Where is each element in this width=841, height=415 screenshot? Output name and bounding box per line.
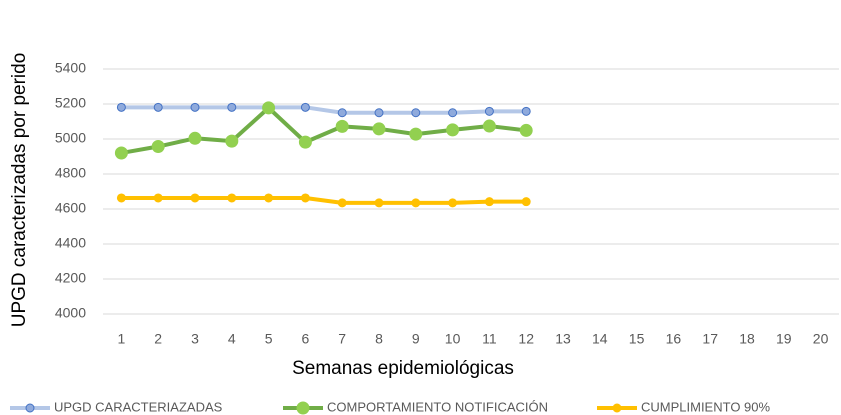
- y-axis-title: UPGD caracterizadas por perido: [9, 53, 30, 328]
- legend-marker: [25, 403, 35, 413]
- data-point: [114, 146, 128, 160]
- x-tick-label: 8: [375, 331, 383, 347]
- data-point: [262, 101, 276, 115]
- data-point: [448, 108, 458, 118]
- x-tick-label: 11: [482, 331, 497, 347]
- y-tick-label: 5000: [55, 130, 86, 146]
- x-tick-label: 6: [302, 331, 310, 347]
- x-tick-label: 7: [338, 331, 346, 347]
- data-point: [300, 102, 310, 112]
- legend-label: CUMPLIMIENTO 90%: [641, 399, 771, 414]
- x-tick-label: 10: [445, 331, 461, 347]
- x-tick-label: 18: [739, 331, 755, 347]
- data-point: [116, 193, 126, 203]
- data-point: [521, 106, 531, 116]
- data-point: [446, 123, 460, 137]
- x-tick-label: 2: [154, 331, 162, 347]
- legend-label: COMPORTAMIENTO NOTIFICACIÓN: [327, 399, 548, 414]
- x-tick-label: 9: [412, 331, 420, 347]
- data-point: [153, 193, 163, 203]
- x-tick-label: 5: [265, 331, 273, 347]
- data-point: [153, 102, 163, 112]
- y-tick-label: 4600: [55, 200, 86, 216]
- data-point: [300, 193, 310, 203]
- x-tick-label: 13: [555, 331, 571, 347]
- x-axis-title: Semanas epidemiológicas: [292, 358, 514, 379]
- data-point: [519, 123, 533, 137]
- y-tick-label: 5200: [55, 95, 86, 111]
- legend-marker: [296, 401, 310, 415]
- x-tick-label: 12: [518, 331, 534, 347]
- data-point: [227, 102, 237, 112]
- y-tick-label: 4000: [55, 305, 86, 321]
- legend-marker: [612, 403, 622, 413]
- data-point: [448, 198, 458, 208]
- data-point: [411, 198, 421, 208]
- series-line: [121, 105, 527, 115]
- data-point: [190, 193, 200, 203]
- series-line: [121, 195, 527, 205]
- data-point: [521, 197, 531, 207]
- data-point: [335, 119, 349, 133]
- data-point: [484, 197, 494, 207]
- data-point: [116, 102, 126, 112]
- x-tick-label: 14: [592, 331, 608, 347]
- data-point: [151, 140, 165, 154]
- data-point: [225, 134, 239, 148]
- data-point: [264, 193, 274, 203]
- data-point: [374, 108, 384, 118]
- x-tick-label: 4: [228, 331, 236, 347]
- x-tick-label: 16: [666, 331, 682, 347]
- legend-label: UPGD CARACTERIAZADAS: [54, 399, 223, 414]
- x-tick-label: 3: [191, 331, 199, 347]
- data-point: [409, 127, 423, 141]
- x-tick-label: 17: [702, 331, 718, 347]
- data-point: [482, 119, 496, 133]
- data-point: [337, 108, 347, 118]
- data-point: [227, 193, 237, 203]
- x-tick-label: 20: [813, 331, 829, 347]
- series-line: [121, 105, 527, 155]
- data-point: [484, 106, 494, 116]
- data-point: [411, 108, 421, 118]
- data-point: [372, 122, 386, 136]
- data-point: [298, 135, 312, 149]
- y-tick-label: 4400: [55, 235, 86, 251]
- y-tick-label: 4200: [55, 270, 86, 286]
- x-tick-label: 15: [629, 331, 645, 347]
- y-tick-label: 4800: [55, 165, 86, 181]
- y-tick-label: 5400: [55, 60, 86, 76]
- x-tick-label: 19: [776, 331, 792, 347]
- data-point: [190, 102, 200, 112]
- data-point: [188, 131, 202, 145]
- x-tick-label: 1: [118, 331, 126, 347]
- data-point: [337, 198, 347, 208]
- data-point: [374, 198, 384, 208]
